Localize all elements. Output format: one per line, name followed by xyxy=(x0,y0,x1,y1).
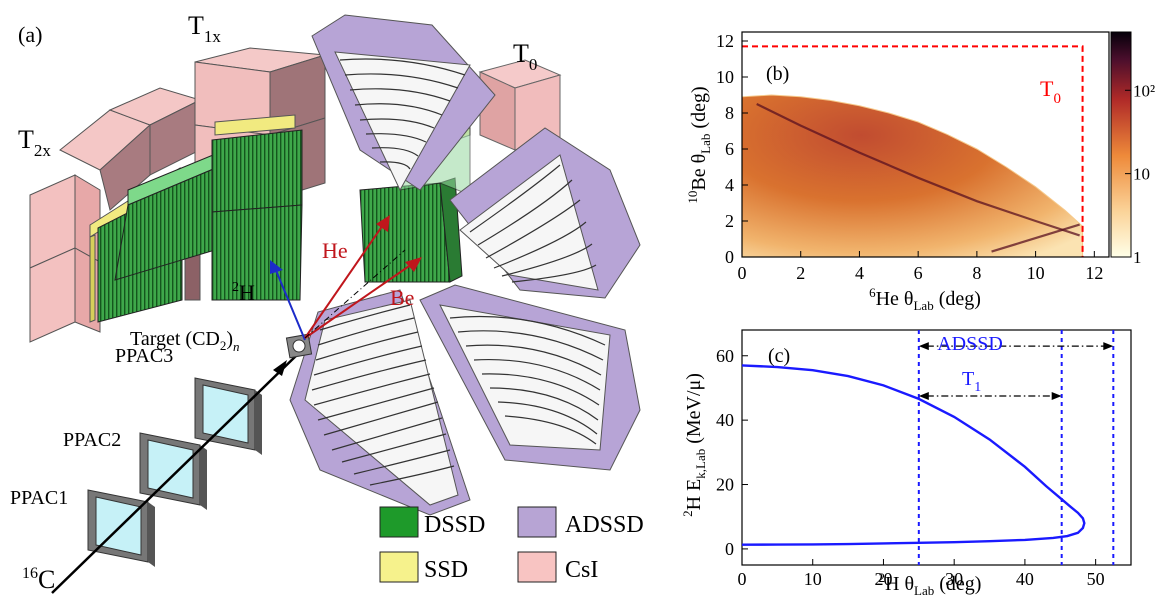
beam-line: 16C xyxy=(22,351,301,594)
beam-label: 16C xyxy=(22,565,55,594)
legend-label-adssd: ADSSD xyxy=(565,512,644,538)
particle-tracks: 2H He Be xyxy=(232,215,422,341)
target-label: Target (CD2)n xyxy=(130,328,240,354)
adssd-sector-top xyxy=(311,14,496,192)
chart-b-xtick-label: 10 xyxy=(1027,263,1045,283)
chart-b-colorbar-ticks: 1 10 10² xyxy=(1125,81,1155,267)
legend-swatch-dssd xyxy=(379,506,419,538)
track-label-h2: 2H xyxy=(232,280,255,305)
group-label-t0: T0 xyxy=(513,39,537,74)
ppac-1-label: PPAC1 xyxy=(10,487,68,509)
chart-b-t0-box-line xyxy=(742,45,1084,257)
chart-c-panel-label: (c) xyxy=(768,345,790,367)
chart-b-ylabel: 10Be θLab (deg) xyxy=(685,86,713,203)
chart-b-ytick-label: 4 xyxy=(725,175,734,195)
detector-setup-schematic: (a) xyxy=(10,11,644,594)
chart-c-range-arrow-left xyxy=(918,342,929,351)
chart-b-ytick-label: 6 xyxy=(725,139,734,159)
legend-label-ssd: SSD xyxy=(424,557,468,583)
chart-b-xtick-label: 0 xyxy=(738,263,747,283)
chart-b-xtick-label: 4 xyxy=(855,263,864,283)
ppac-2: PPAC2 xyxy=(63,429,207,510)
chart-c-ytick-label: 0 xyxy=(725,539,734,559)
chart-c-xtick-label: 30 xyxy=(945,569,963,589)
chart-c-range-label-adssd: ADSSD xyxy=(937,333,1003,355)
legend-label-dssd: DSSD xyxy=(424,512,485,538)
chart-b-ytick-label: 8 xyxy=(725,103,734,123)
legend-item-csi: CsI xyxy=(517,551,598,583)
chart-b-axis-ticks: 0 2 4 6 8 10 12 0 2 4 6 8 10 12 xyxy=(716,31,1103,283)
chart-c-xtick-label: 40 xyxy=(1016,569,1034,589)
chart-b-ridge-main xyxy=(756,103,1080,237)
chart-b-t0-acceptance-box xyxy=(742,45,1084,257)
legend-item-adssd: ADSSD xyxy=(517,506,644,538)
chart-c-range-arrow-right xyxy=(1051,391,1062,400)
chart-b-xtick-label: 8 xyxy=(972,263,981,283)
chart-c-xtick-label: 50 xyxy=(1087,569,1105,589)
chart-c-range-arrow-left xyxy=(918,391,929,400)
group-label-t2x: T2x xyxy=(18,125,51,160)
adssd-sector-right xyxy=(449,127,641,299)
chart-b-xlabel: 6He θLab (deg) xyxy=(869,285,981,313)
chart-b-ytick-label: 10 xyxy=(716,67,734,87)
chart-c-range-label-t1: T1 xyxy=(962,368,981,395)
chart-c-xtick-label: 0 xyxy=(738,569,747,589)
chart-c-ytick-label: 60 xyxy=(716,346,734,366)
csi-array-t2x xyxy=(29,87,202,343)
panel-a-label: (a) xyxy=(18,22,42,47)
chart-b-xtick-label: 12 xyxy=(1085,263,1103,283)
chart-b-frame xyxy=(741,31,1110,258)
adssd-sector-bottom-right xyxy=(419,284,641,471)
legend-swatch-adssd xyxy=(517,506,557,538)
track-label-be: Be xyxy=(390,285,414,310)
chart-c-series xyxy=(741,364,1086,546)
chart-b-colorbar-tick-label: 10² xyxy=(1133,81,1155,100)
adssd-sector-bottom-left xyxy=(289,289,471,516)
chart-b-ytick-label: 2 xyxy=(725,211,734,231)
chart-c-xlabel: 2H θLab (deg) xyxy=(879,570,982,597)
chart-b-xtick-label: 6 xyxy=(914,263,923,283)
chart-c-axis-ticks: 0 10 20 30 40 50 0 20 40 60 xyxy=(716,346,1105,589)
legend-item-dssd: DSSD xyxy=(379,506,485,538)
chart-b-panel-label: (b) xyxy=(766,63,789,85)
chart-c-ylabel: 2H Ek,Lab (MeV/μ) xyxy=(680,373,708,517)
target: Target (CD2)n xyxy=(130,328,313,359)
chart-c-line: 0 10 20 30 40 50 0 20 40 60 (c) ADSSD T1 2H θLab … xyxy=(680,329,1132,597)
ppac-3-label: PPAC3 xyxy=(115,345,173,367)
group-label-t1x: T1x xyxy=(188,11,221,46)
chart-b-colorbar xyxy=(1110,31,1132,258)
chart-b-xtick-label: 2 xyxy=(796,263,805,283)
ppac-2-label: PPAC2 xyxy=(63,429,121,451)
chart-c-ytick-label: 20 xyxy=(716,475,734,495)
chart-c-xtick-label: 10 xyxy=(804,569,822,589)
legend-swatch-csi xyxy=(517,551,557,583)
chart-c-frame xyxy=(741,329,1132,566)
chart-c-acceptance-lines xyxy=(917,330,1115,565)
chart-b-ridge-secondary xyxy=(991,223,1080,253)
chart-b-colorbar-tick-label: 10 xyxy=(1133,165,1150,184)
chart-c-ytick-label: 40 xyxy=(716,410,734,430)
ppac-3: PPAC3 xyxy=(115,345,262,455)
chart-c-series-line xyxy=(741,364,1086,546)
chart-c-ranges xyxy=(918,342,1114,400)
chart-c-range-arrow-right xyxy=(1103,342,1114,351)
legend-label-csi: CsI xyxy=(565,557,598,583)
legend-item-ssd: SSD xyxy=(379,551,468,583)
legend: DSSD ADSSD SSD CsI xyxy=(379,506,644,583)
chart-b-heatmap: 0 2 4 6 8 10 12 0 2 4 6 8 10 12 (b) T0 6He θLab (deg)… xyxy=(685,31,1155,313)
track-label-he: He xyxy=(322,238,348,263)
ppac-1: PPAC1 xyxy=(10,487,155,567)
chart-b-ytick-label: 12 xyxy=(716,31,734,51)
chart-b-colorbar-tick-label: 1 xyxy=(1133,248,1142,267)
chart-b-ytick-label: 0 xyxy=(725,247,734,267)
legend-swatch-ssd xyxy=(379,551,419,583)
chart-b-region-label: T0 xyxy=(1040,76,1061,107)
chart-b-kinematic-ridges xyxy=(756,103,1080,253)
chart-c-xtick-label: 20 xyxy=(874,569,892,589)
